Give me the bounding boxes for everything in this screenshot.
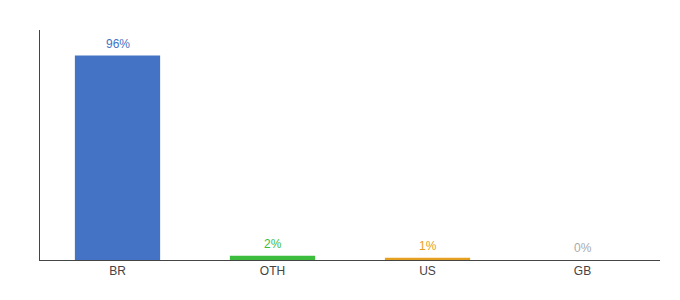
svg-text:2%: 2% [264,237,282,251]
svg-text:OTH: OTH [260,264,285,278]
svg-text:0%: 0% [574,241,592,255]
svg-text:1%: 1% [419,239,437,253]
svg-text:GB: GB [574,264,591,278]
svg-text:US: US [419,264,436,278]
svg-text:BR: BR [109,264,126,278]
svg-text:96%: 96% [106,37,130,51]
